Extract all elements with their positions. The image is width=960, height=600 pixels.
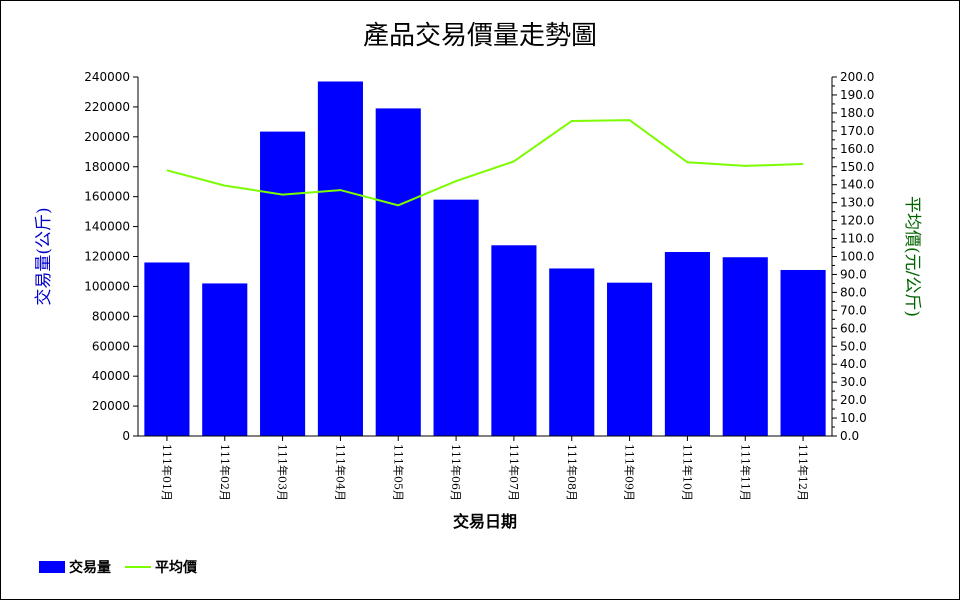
bar	[664, 252, 710, 436]
x-tick-label: 111年03月	[276, 444, 290, 501]
y2-tick-label: 30.0	[840, 375, 867, 389]
bar	[607, 282, 653, 436]
y-tick-label: 120000	[84, 250, 130, 264]
bar	[780, 269, 826, 436]
legend-item-volume: 交易量	[39, 557, 111, 577]
y2-tick-label: 140.0	[840, 178, 874, 192]
y2-tick-label: 20.0	[840, 393, 867, 407]
x-tick-label: 111年01月	[160, 444, 174, 501]
y2-tick-label: 90.0	[840, 267, 867, 281]
y2-tick-label: 10.0	[840, 411, 867, 425]
x-axis-title: 交易日期	[453, 512, 517, 531]
y2-tick-label: 50.0	[840, 339, 867, 353]
y2-axis-title: 平均價(元/公斤)	[902, 196, 922, 317]
y2-tick-label: 100.0	[840, 250, 874, 264]
x-tick-label: 111年02月	[218, 444, 232, 501]
y2-tick-label: 170.0	[840, 124, 874, 138]
y2-tick-label: 200.0	[840, 70, 874, 84]
bar	[375, 108, 421, 436]
x-tick-label: 111年08月	[565, 444, 579, 501]
y-tick-label: 200000	[84, 130, 130, 144]
y-tick-label: 220000	[84, 100, 130, 114]
y2-tick-label: 40.0	[840, 357, 867, 371]
chart-title: 產品交易價量走勢圖	[362, 21, 597, 51]
bar	[202, 283, 248, 436]
bar	[722, 257, 768, 436]
y-tick-label: 180000	[84, 160, 130, 174]
bar	[317, 81, 363, 437]
y2-tick-label: 60.0	[840, 321, 867, 335]
legend-item-price: 平均價	[125, 557, 197, 577]
y-tick-label: 0	[122, 429, 130, 443]
legend-swatch-volume	[39, 561, 65, 573]
legend-label-price: 平均價	[155, 560, 197, 576]
y-tick-label: 240000	[84, 70, 130, 84]
y-tick-label: 20000	[92, 399, 130, 413]
y2-tick-label: 0.0	[840, 429, 859, 443]
y-tick-label: 80000	[92, 309, 130, 323]
x-tick-label: 111年11月	[738, 444, 752, 501]
y2-tick-label: 190.0	[840, 88, 874, 102]
x-tick-label: 111年10月	[680, 444, 694, 501]
x-tick-label: 111年05月	[391, 444, 405, 501]
y2-tick-label: 80.0	[840, 285, 867, 299]
legend-swatch-price	[125, 566, 151, 568]
y-tick-label: 100000	[84, 279, 130, 293]
x-tick-label: 111年04月	[333, 444, 347, 501]
bar	[491, 245, 537, 436]
x-tick-label: 111年07月	[507, 444, 521, 501]
y-axis-title: 交易量(公斤)	[34, 207, 54, 305]
legend-label-volume: 交易量	[69, 560, 111, 576]
bar	[433, 199, 479, 436]
y-tick-label: 160000	[84, 190, 130, 204]
bar	[549, 268, 595, 436]
y2-tick-label: 70.0	[840, 303, 867, 317]
y2-tick-label: 160.0	[840, 142, 874, 156]
bar	[260, 131, 306, 437]
price-line	[166, 119, 804, 207]
y2-tick-label: 130.0	[840, 196, 874, 210]
y2-tick-label: 150.0	[840, 160, 874, 174]
y-tick-label: 60000	[92, 339, 130, 353]
y-tick-label: 40000	[92, 369, 130, 383]
legend: 交易量 平均價	[39, 557, 211, 577]
x-tick-label: 111年06月	[449, 444, 463, 501]
bar	[144, 262, 190, 436]
y2-tick-label: 110.0	[840, 232, 874, 246]
y2-tick-label: 180.0	[840, 106, 874, 120]
x-tick-label: 111年12月	[796, 444, 810, 501]
y2-tick-label: 120.0	[840, 214, 874, 228]
y-tick-label: 140000	[84, 220, 130, 234]
x-tick-label: 111年09月	[623, 444, 637, 501]
